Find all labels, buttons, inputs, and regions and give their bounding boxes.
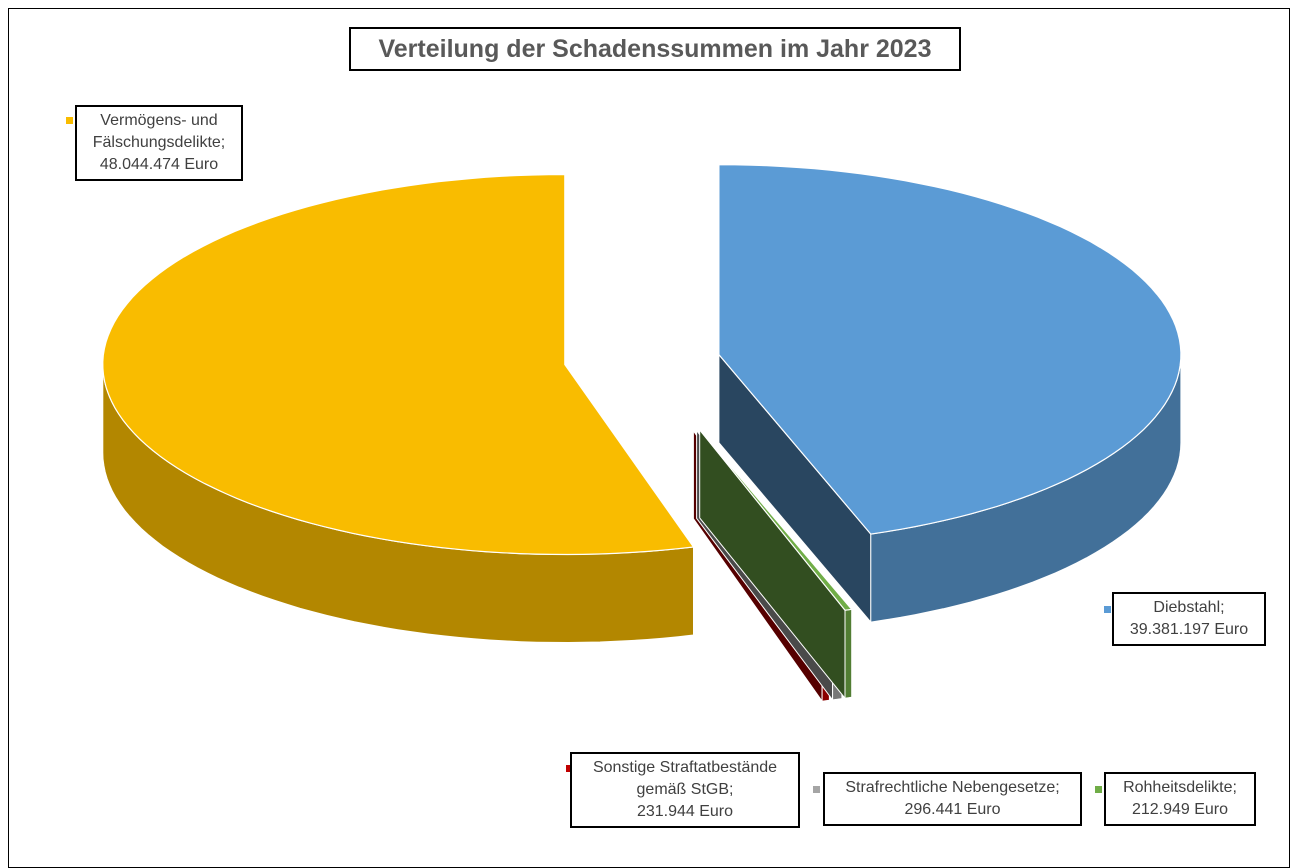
label-value: 39.381.197 Euro <box>1129 621 1249 638</box>
legend-marker <box>813 786 820 793</box>
label-value: 296.441 Euro <box>904 801 1001 818</box>
label-category: Diebstahl; <box>1153 599 1225 616</box>
label-value: 48.044.474 Euro <box>99 156 219 173</box>
slice-wall <box>844 608 853 699</box>
label-category: Vermögens- und Fälschungsdelikte; <box>92 112 226 151</box>
chart-title: Verteilung der Schadenssummen im Jahr 20… <box>349 27 961 71</box>
slice <box>699 429 853 611</box>
legend-marker <box>1095 786 1102 793</box>
legend-marker <box>66 117 73 124</box>
label-category: Rohheitsdelikte; <box>1123 779 1237 796</box>
slice <box>718 164 1182 535</box>
label-category: Strafrechtliche Nebengesetze; <box>845 779 1060 796</box>
label-category: Sonstige Straftatbestände gemäß StGB; <box>592 759 778 798</box>
legend-marker <box>566 765 573 772</box>
data-label: Diebstahl; 39.381.197 Euro <box>1112 592 1266 646</box>
label-value: 212.949 Euro <box>1131 801 1229 818</box>
data-label: Strafrechtliche Nebengesetze; 296.441 Eur… <box>823 772 1082 826</box>
data-label: Sonstige Straftatbestände gemäß StGB; 231… <box>570 752 800 828</box>
legend-marker <box>1104 606 1111 613</box>
data-label: Rohheitsdelikte; 212.949 Euro <box>1104 772 1256 826</box>
slice <box>102 173 695 556</box>
data-label: Vermögens- und Fälschungsdelikte; 48.044.… <box>75 105 243 181</box>
label-value: 231.944 Euro <box>636 803 734 820</box>
